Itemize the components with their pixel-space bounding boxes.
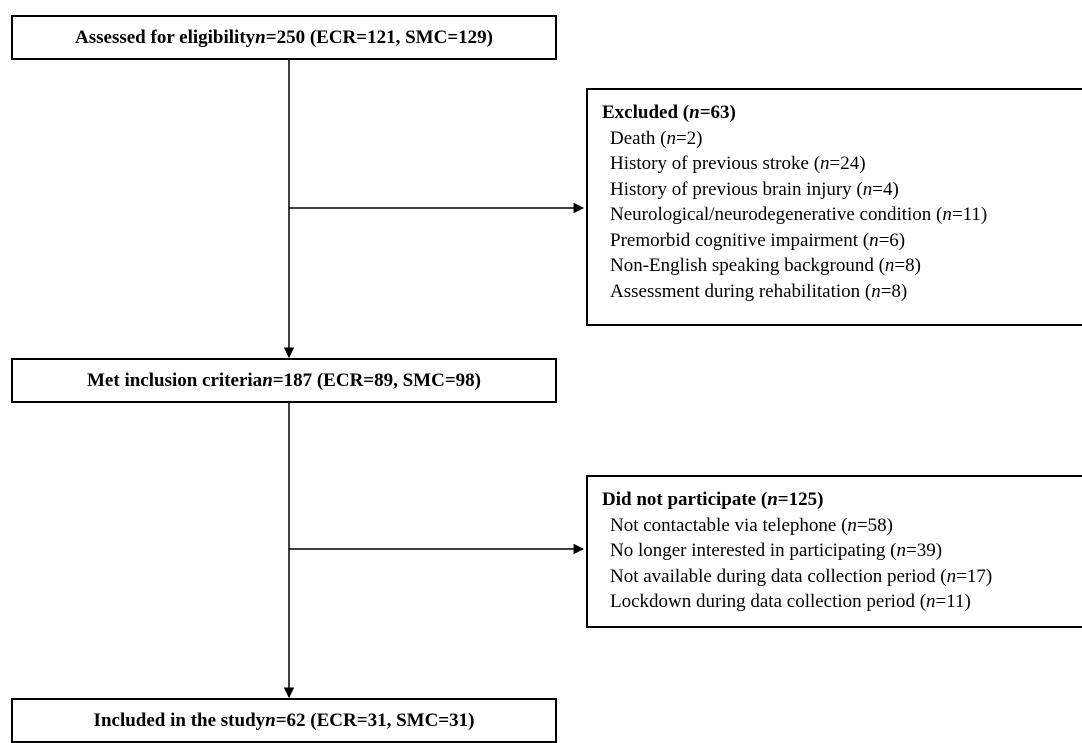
did-not-participate-item-label: Not contactable via telephone ( xyxy=(610,514,848,536)
excluded-item-n: n xyxy=(862,178,873,200)
met-text-a: Met inclusion criteria xyxy=(87,369,263,391)
did-not-participate-header-n: n xyxy=(767,489,778,510)
excluded-item-label: Neurological/neurodegenerative condition… xyxy=(610,204,943,225)
excluded-header-b: =63) xyxy=(699,102,736,123)
did-not-participate-item-n: n xyxy=(847,514,857,536)
excluded-item-label: Assessment during rehabilitation ( xyxy=(610,280,872,302)
included-text-a: Included in the study xyxy=(93,709,266,731)
did-not-participate-item: Not contactable via telephone (n=58) xyxy=(602,513,1082,539)
excluded-item: Non-English speaking background (n=8) xyxy=(602,253,1082,279)
did-not-participate-item-value: =17) xyxy=(956,565,993,587)
assessed-box: Assessed for eligibility n =250 (ECR=121,… xyxy=(11,15,557,60)
assessed-text-a: Assessed for eligibility xyxy=(75,26,256,48)
assessed-text-b: =250 (ECR=121, SMC=129) xyxy=(265,26,493,48)
excluded-item-value: =4) xyxy=(872,178,899,200)
excluded-item-n: n xyxy=(884,255,895,276)
did-not-participate-item: Not available during data collection per… xyxy=(602,564,1082,590)
excluded-item-value: =2) xyxy=(675,127,703,149)
excluded-item-label: History of previous stroke ( xyxy=(610,153,821,174)
excluded-item-label: History of previous brain injury ( xyxy=(610,178,863,200)
did-not-participate-header: Did not participate (n=125) xyxy=(602,487,1082,513)
included-text-b: =62 (ECR=31, SMC=31) xyxy=(275,709,475,731)
did-not-participate-item-value: =11) xyxy=(935,591,971,612)
did-not-participate-header-a: Did not participate ( xyxy=(602,489,768,510)
excluded-item-value: =6) xyxy=(878,229,906,251)
did-not-participate-item-value: =39) xyxy=(906,540,943,561)
did-not-participate-item-value: =58) xyxy=(856,514,893,536)
excluded-item-n: n xyxy=(666,127,676,149)
did-not-participate-item-label: No longer interested in participating ( xyxy=(610,540,897,561)
did-not-participate-header-b: =125) xyxy=(777,489,824,510)
assessed-n-symbol: n xyxy=(255,26,266,48)
excluded-item: Assessment during rehabilitation (n=8) xyxy=(602,279,1082,305)
excluded-item-label: Non-English speaking background ( xyxy=(610,255,885,276)
excluded-item-label: Premorbid cognitive impairment ( xyxy=(610,229,870,251)
excluded-item-n: n xyxy=(869,229,879,251)
did-not-participate-item-n: n xyxy=(946,565,957,587)
excluded-header: Excluded (n=63) xyxy=(602,100,1082,126)
excluded-header-a: Excluded ( xyxy=(602,102,690,123)
met-text-b: =187 (ECR=89, SMC=98) xyxy=(272,369,481,391)
excluded-item-n: n xyxy=(942,204,952,225)
did-not-participate-item-label: Not available during data collection per… xyxy=(610,565,947,587)
did-not-participate-item: Lockdown during data collection period (… xyxy=(602,589,1082,615)
excluded-item-n: n xyxy=(871,280,881,302)
met-inclusion-box: Met inclusion criteria n =187 (ECR=89, SM… xyxy=(11,358,557,403)
excluded-item: Neurological/neurodegenerative condition… xyxy=(602,202,1082,228)
did-not-participate-item: No longer interested in participating (n… xyxy=(602,538,1082,564)
excluded-item-label: Death ( xyxy=(610,127,667,149)
excluded-item: Premorbid cognitive impairment (n=6) xyxy=(602,228,1082,254)
excluded-item-value: =24) xyxy=(829,153,866,174)
met-n-symbol: n xyxy=(262,369,273,391)
excluded-item: History of previous stroke (n=24) xyxy=(602,151,1082,177)
excluded-item-value: =8) xyxy=(880,280,908,302)
included-n-symbol: n xyxy=(265,709,276,731)
did-not-participate-item-label: Lockdown during data collection period ( xyxy=(610,591,927,612)
excluded-item-value: =11) xyxy=(951,204,988,225)
did-not-participate-item-n: n xyxy=(926,591,936,612)
excluded-item-value: =8) xyxy=(894,255,921,276)
excluded-box: Excluded (n=63) Death (n=2) History of p… xyxy=(586,88,1082,326)
excluded-item: Death (n=2) xyxy=(602,126,1082,152)
excluded-item-n: n xyxy=(820,153,830,174)
excluded-header-n: n xyxy=(689,102,700,123)
did-not-participate-box: Did not participate (n=125) Not contacta… xyxy=(586,475,1082,628)
excluded-item: History of previous brain injury (n=4) xyxy=(602,177,1082,203)
included-box: Included in the study n =62 (ECR=31, SMC=… xyxy=(11,698,557,743)
did-not-participate-item-n: n xyxy=(896,540,907,561)
